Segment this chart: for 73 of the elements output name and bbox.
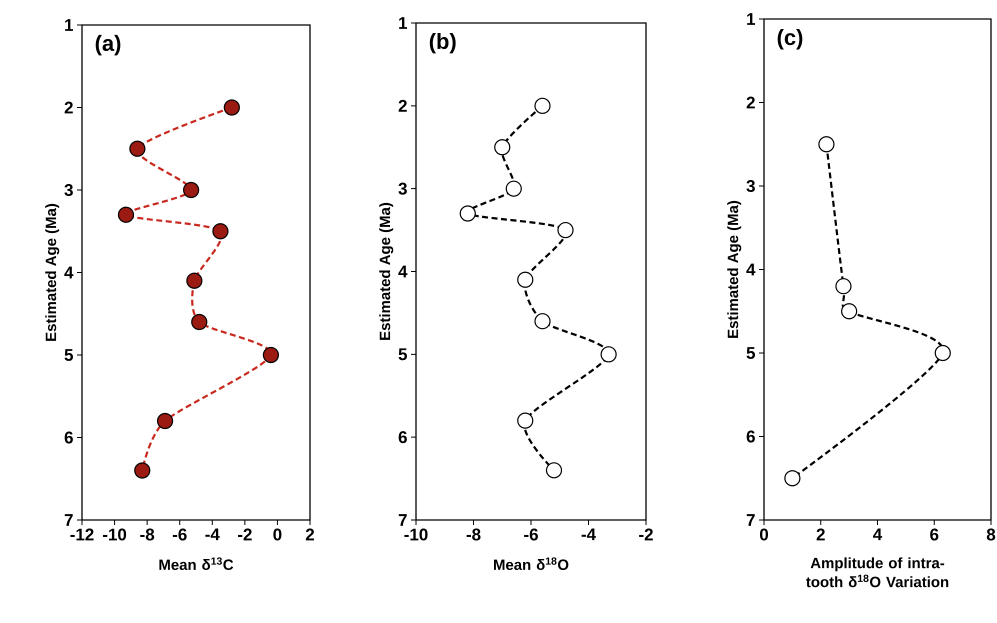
x-tick-label: 0 [760,528,768,541]
x-tick-label: 0 [273,528,282,541]
y-axis-title: Estimated Age (Ma) [727,200,742,338]
point [118,206,134,223]
y-tick-label: 1 [65,19,74,31]
point [534,313,551,330]
y-axis-title: Estimated Age (Ma) [379,202,394,340]
y-tick-label: 6 [746,430,755,443]
x-tick-label: -10 [102,528,126,541]
y-tick-label: 3 [398,182,407,195]
x-tick-label: -6 [172,528,187,541]
point [934,344,951,362]
y-tick-label: 2 [398,100,407,112]
point [835,278,852,294]
point [191,314,208,330]
x-tick-label: -12 [70,528,94,540]
point [129,140,146,157]
y-tick-label: 7 [398,514,407,526]
x-tick-label: -4 [582,528,596,540]
point [517,412,534,429]
x-tick-label: 2 [306,528,314,540]
chart-title: (b) [430,32,456,54]
point [186,272,202,289]
y-tick-label: 2 [746,96,755,108]
x-tick-label: -2 [238,528,252,540]
point [224,99,240,116]
y-tick-label: 4 [64,266,74,278]
point [841,303,858,320]
x-axis-title: Mean δ$^{13}$C [159,557,234,570]
x-tick-label: 2 [816,528,825,540]
x-tick-label: 8 [986,528,996,541]
y-tick-label: 4 [746,264,756,276]
y-tick-label: 7 [746,514,755,526]
x-tick-label: -8 [466,528,481,541]
point [134,462,150,479]
y-tick-label: 5 [398,348,408,360]
x-tick-label: 4 [873,528,882,540]
point [818,136,835,152]
x-tick-label: -4 [205,528,220,540]
chart-title: (c) [778,29,802,50]
x-tick-label: -10 [404,528,428,541]
point [517,272,534,288]
point [262,346,280,364]
point [600,346,617,362]
x-tick-label: -8 [140,528,154,541]
point [784,470,800,486]
point [534,98,551,114]
point [546,462,562,478]
x-tick-label: -2 [639,528,653,540]
point [212,223,229,240]
y-tick-label: 6 [64,432,73,444]
x-axis-title: Amplitude of intra-tooth δ$^{18}$O Variation [806,557,948,588]
y-tick-label: 6 [398,431,407,444]
x-tick-label: -6 [524,528,538,541]
y-tick-label: 1 [399,17,408,29]
point [183,182,200,198]
point [460,205,476,222]
point [156,412,174,430]
chart-title: (a) [96,34,120,56]
y-tick-label: 3 [746,180,755,192]
y-tick-label: 5 [64,349,74,361]
y-tick-label: 5 [746,347,756,359]
y-tick-label: 1 [747,13,756,25]
y-tick-label: 4 [398,266,408,278]
point [557,222,574,238]
y-axis-title: Estimated Age (Ma) [45,204,60,341]
y-tick-label: 3 [64,184,73,196]
point [494,139,510,156]
y-tick-label: 7 [64,514,73,526]
x-tick-label: 6 [930,528,938,541]
x-axis-title: Mean δ$^{18}$O [494,557,568,570]
point [506,180,522,197]
y-tick-label: 2 [64,102,73,114]
